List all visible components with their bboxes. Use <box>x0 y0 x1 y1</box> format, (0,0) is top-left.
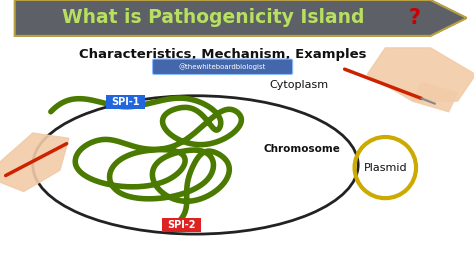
Text: Plasmid: Plasmid <box>364 163 407 173</box>
Polygon shape <box>367 48 474 101</box>
Text: SPI-1: SPI-1 <box>111 97 140 107</box>
Text: Cytoplasm: Cytoplasm <box>270 80 329 90</box>
Text: @thewhiteboardbiologist: @thewhiteboardbiologist <box>179 63 266 70</box>
Polygon shape <box>412 82 457 112</box>
Polygon shape <box>0 133 69 192</box>
Text: Chromosome: Chromosome <box>263 144 340 154</box>
Text: ?: ? <box>409 8 421 28</box>
FancyBboxPatch shape <box>106 95 145 109</box>
Polygon shape <box>15 0 466 36</box>
FancyBboxPatch shape <box>163 218 201 232</box>
Text: SPI-2: SPI-2 <box>168 220 196 230</box>
Text: What is Pathogenicity Island: What is Pathogenicity Island <box>62 8 365 27</box>
FancyBboxPatch shape <box>153 59 292 74</box>
Text: Characteristics, Mechanism, Examples: Characteristics, Mechanism, Examples <box>79 48 366 61</box>
Ellipse shape <box>33 96 358 234</box>
